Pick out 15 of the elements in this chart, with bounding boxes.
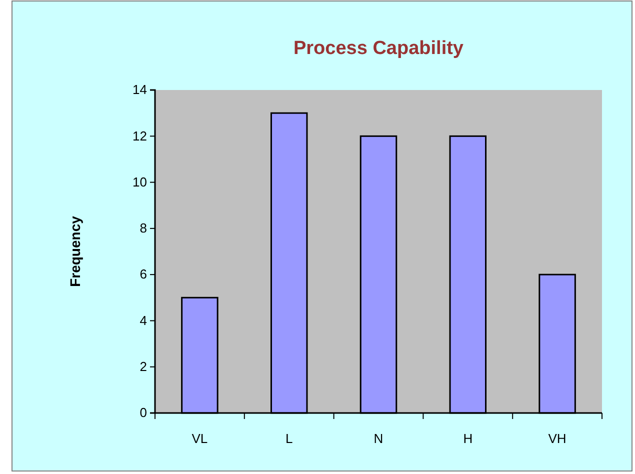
y-tick-label: 8: [140, 220, 147, 236]
x-tick-label: VH: [548, 431, 566, 446]
y-tick-label: 2: [140, 359, 147, 374]
x-tick-label: H: [463, 431, 473, 446]
y-axis-title: Frequency: [67, 216, 83, 287]
y-tick-label: 10: [132, 174, 147, 190]
chart-title: Process Capability: [293, 38, 464, 59]
y-tick-label: 0: [140, 405, 147, 420]
y-tick-label: 12: [132, 128, 147, 144]
x-tick-label: L: [285, 431, 293, 446]
y-tick-label: 6: [140, 266, 147, 282]
x-tick-label: N: [374, 431, 384, 446]
y-tick-label: 14: [132, 82, 147, 98]
y-tick-label: 4: [140, 312, 147, 328]
x-tick-label: VL: [192, 431, 208, 446]
